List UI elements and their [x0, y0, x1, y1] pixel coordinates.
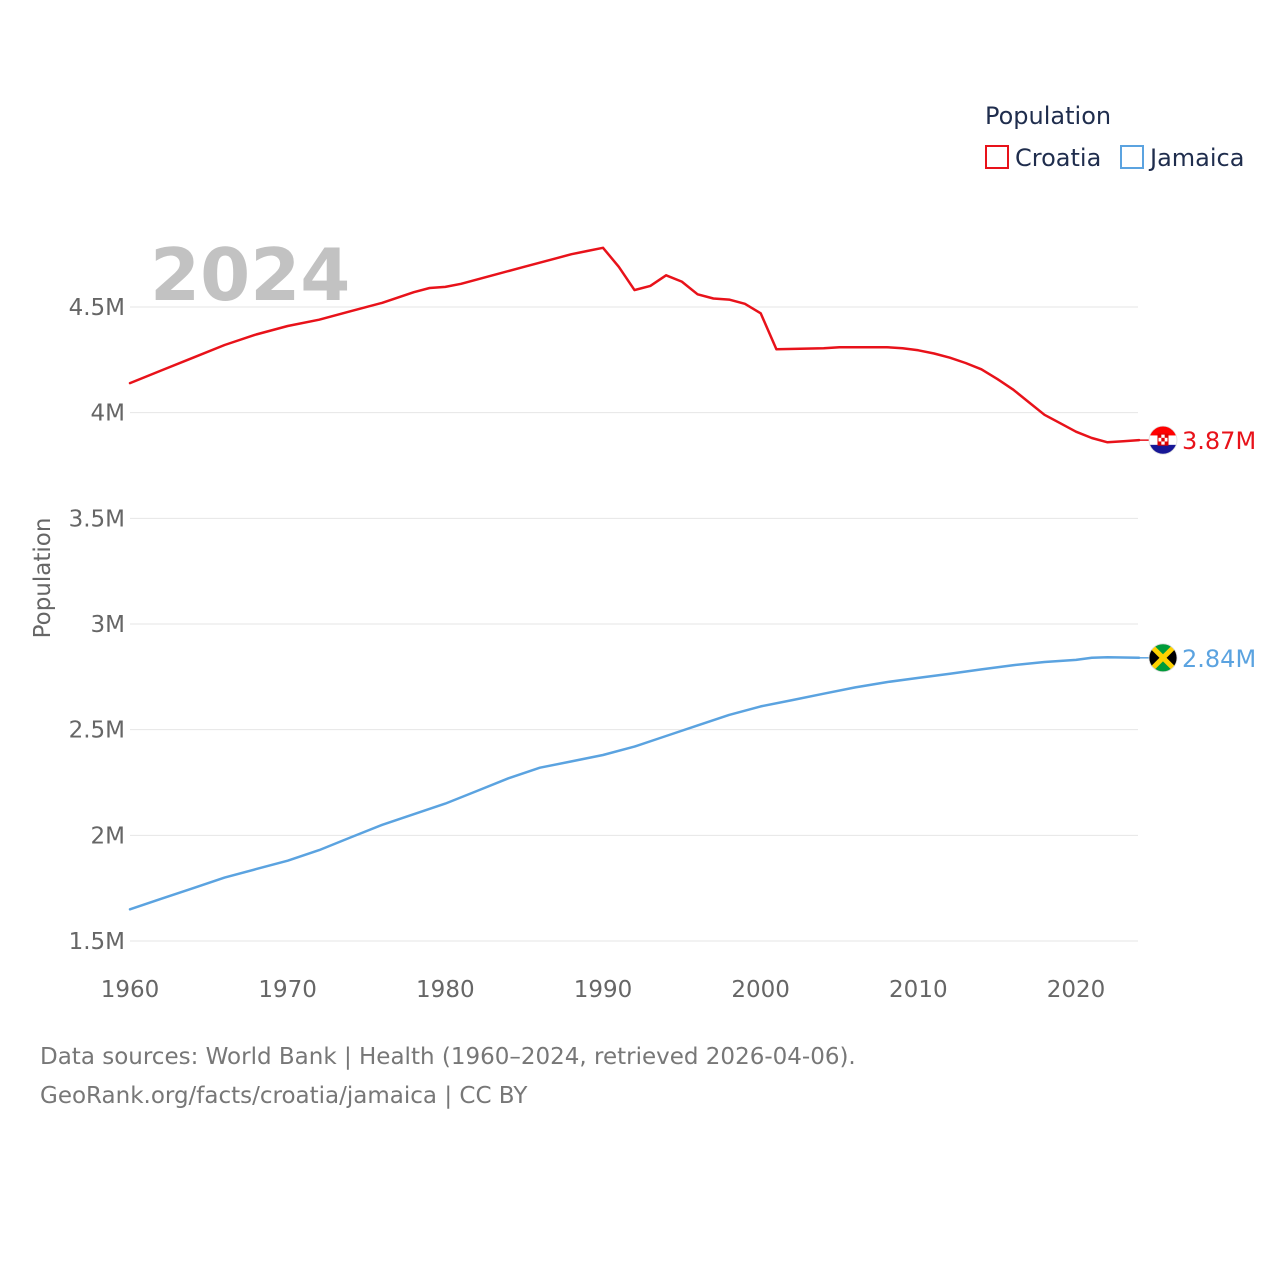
x-tick-label: 1970 — [258, 977, 317, 1003]
year-label: 2024 — [150, 233, 350, 317]
x-tick-label: 1990 — [574, 977, 633, 1003]
y-axis-ticks: 1.5M 2M 2.5M 3M 3.5M 4M 4.5M — [69, 295, 125, 955]
y-axis-title: Population — [30, 518, 56, 639]
x-tick-label: 2000 — [731, 977, 790, 1003]
y-tick-label: 3.5M — [69, 506, 125, 532]
end-markers: 3.87M 2.84M — [1139, 425, 1256, 673]
grid-lines — [130, 306, 1138, 942]
legend-item-croatia[interactable]: Croatia — [985, 144, 1101, 172]
jamaica-flag-icon — [1148, 643, 1178, 673]
x-tick-label: 2010 — [889, 977, 948, 1003]
footer-source-line: Data sources: World Bank | Health (1960–… — [40, 1044, 856, 1070]
footer-link-line[interactable]: GeoRank.org/facts/croatia/jamaica | CC B… — [40, 1083, 528, 1109]
legend: Population Croatia Jamaica — [985, 102, 1244, 172]
legend-swatch-jamaica — [1120, 145, 1144, 169]
series-line-jamaica[interactable] — [128, 655, 1141, 911]
x-axis-ticks: 1960 1970 1980 1990 2000 2010 2020 — [101, 977, 1106, 1003]
y-tick-label: 4.5M — [69, 295, 125, 321]
series-lines — [128, 246, 1141, 911]
legend-item-jamaica[interactable]: Jamaica — [1120, 144, 1244, 172]
end-label-jamaica: 2.84M — [1182, 645, 1256, 673]
end-label-croatia: 3.87M — [1182, 427, 1256, 455]
y-tick-label: 3M — [91, 612, 125, 638]
x-tick-label: 2020 — [1047, 977, 1106, 1003]
legend-title: Population — [985, 102, 1111, 130]
x-tick-label: 1960 — [101, 977, 160, 1003]
y-tick-label: 2.5M — [69, 718, 125, 744]
legend-swatch-croatia — [985, 145, 1009, 169]
y-tick-label: 1.5M — [69, 929, 125, 955]
croatia-flag-icon — [1148, 425, 1178, 455]
legend-label-croatia: Croatia — [1015, 144, 1101, 172]
x-tick-label: 1980 — [416, 977, 475, 1003]
legend-label-jamaica: Jamaica — [1148, 144, 1244, 172]
y-tick-label: 2M — [91, 823, 125, 849]
y-tick-label: 4M — [91, 401, 125, 427]
series-line-croatia[interactable] — [128, 246, 1141, 444]
